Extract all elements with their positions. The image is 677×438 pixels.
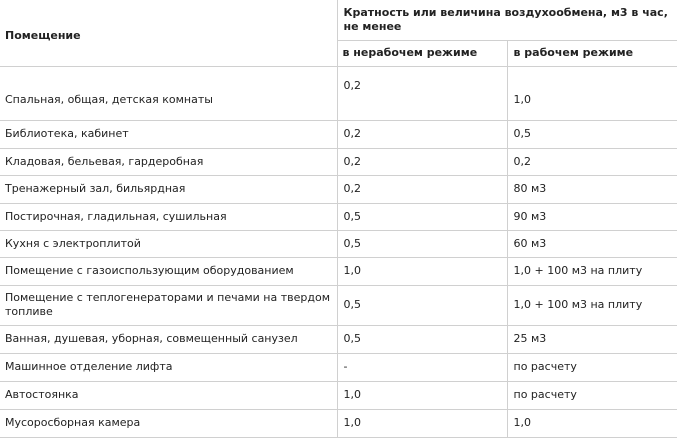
table-body: Спальная, общая, детская комнаты 0,2 1,0 Би… (0, 65, 677, 438)
table-cell: 0,5 (336, 229, 508, 258)
table-cell: 0,2 (506, 147, 677, 176)
table-row: Помещение с газоиспользующим оборудовани… (0, 256, 677, 286)
table-cell: 0,5 (336, 202, 508, 231)
table-cell: 1,0 (506, 65, 677, 121)
table-cell: 0,5 (336, 324, 508, 354)
table-cell: Машинное отделение лифта (0, 352, 338, 382)
table-cell: 0,2 (336, 147, 508, 176)
table-cell: Автостоянка (0, 380, 338, 410)
table-cell: 0,2 (336, 174, 508, 204)
table-cell: 0,5 (336, 284, 508, 326)
table-cell: 1,0 + 100 м3 на плиту (506, 256, 677, 286)
table-cell: по расчету (506, 380, 677, 410)
table-row: Помещение с теплогенераторами и печами н… (0, 284, 677, 326)
table-cell: 60 м3 (506, 229, 677, 258)
header-cell: в нерабочем режиме (337, 39, 508, 67)
table-row: Спальная, общая, детская комнаты 0,2 1,0 (0, 65, 677, 121)
table-row: Машинное отделение лифта - по расчету (0, 352, 677, 382)
table-cell: по расчету (506, 352, 677, 382)
table-row: Автостоянка 1,0 по расчету (0, 380, 677, 410)
table-cell: Кладовая, бельевая, гардеробная (0, 147, 338, 176)
table-cell: Библиотека, кабинет (0, 119, 338, 149)
table-row: Кухня с электроплитой 0,5 60 м3 (0, 229, 677, 258)
table-cell: Тренажерный зал, бильярдная (0, 174, 338, 204)
table-cell: 1,0 + 100 м3 на плиту (506, 284, 677, 326)
table-cell: - (336, 352, 508, 382)
table-cell: 80 м3 (506, 174, 677, 204)
table-cell: Ванная, душевая, уборная, совмещенный са… (0, 324, 338, 354)
table-cell: Кухня с электроплитой (0, 229, 338, 258)
header-cell: Кратность или величина воздухообмена, м3… (336, 0, 677, 41)
table-cell: Помещение с газоиспользующим оборудовани… (0, 256, 338, 286)
table-row: Библиотека, кабинет 0,2 0,5 (0, 119, 677, 149)
table-cell: 0,5 (506, 119, 677, 149)
header-cell: в рабочем режиме (506, 39, 677, 67)
table-cell: 90 м3 (506, 202, 677, 231)
header-cell: Помещение (0, 0, 338, 67)
table-cell: Постирочная, гладильная, сушильная (0, 202, 338, 231)
table-row: Тренажерный зал, бильярдная 0,2 80 м3 (0, 174, 677, 204)
table-cell: 25 м3 (506, 324, 677, 354)
table-cell: 0,2 (336, 65, 508, 121)
table-row: Постирочная, гладильная, сушильная 0,5 90 … (0, 202, 677, 231)
table-cell: Спальная, общая, детская комнаты (0, 65, 338, 121)
table-cell: 1,0 (336, 380, 508, 410)
table-row: Кладовая, бельевая, гардеробная 0,2 0,2 (0, 147, 677, 176)
table-cell: 1,0 (336, 256, 508, 286)
table-cell: Помещение с теплогенераторами и печами н… (0, 284, 338, 326)
table-cell: 0,2 (336, 119, 508, 149)
table-row: Ванная, душевая, уборная, совмещенный са… (0, 324, 677, 354)
